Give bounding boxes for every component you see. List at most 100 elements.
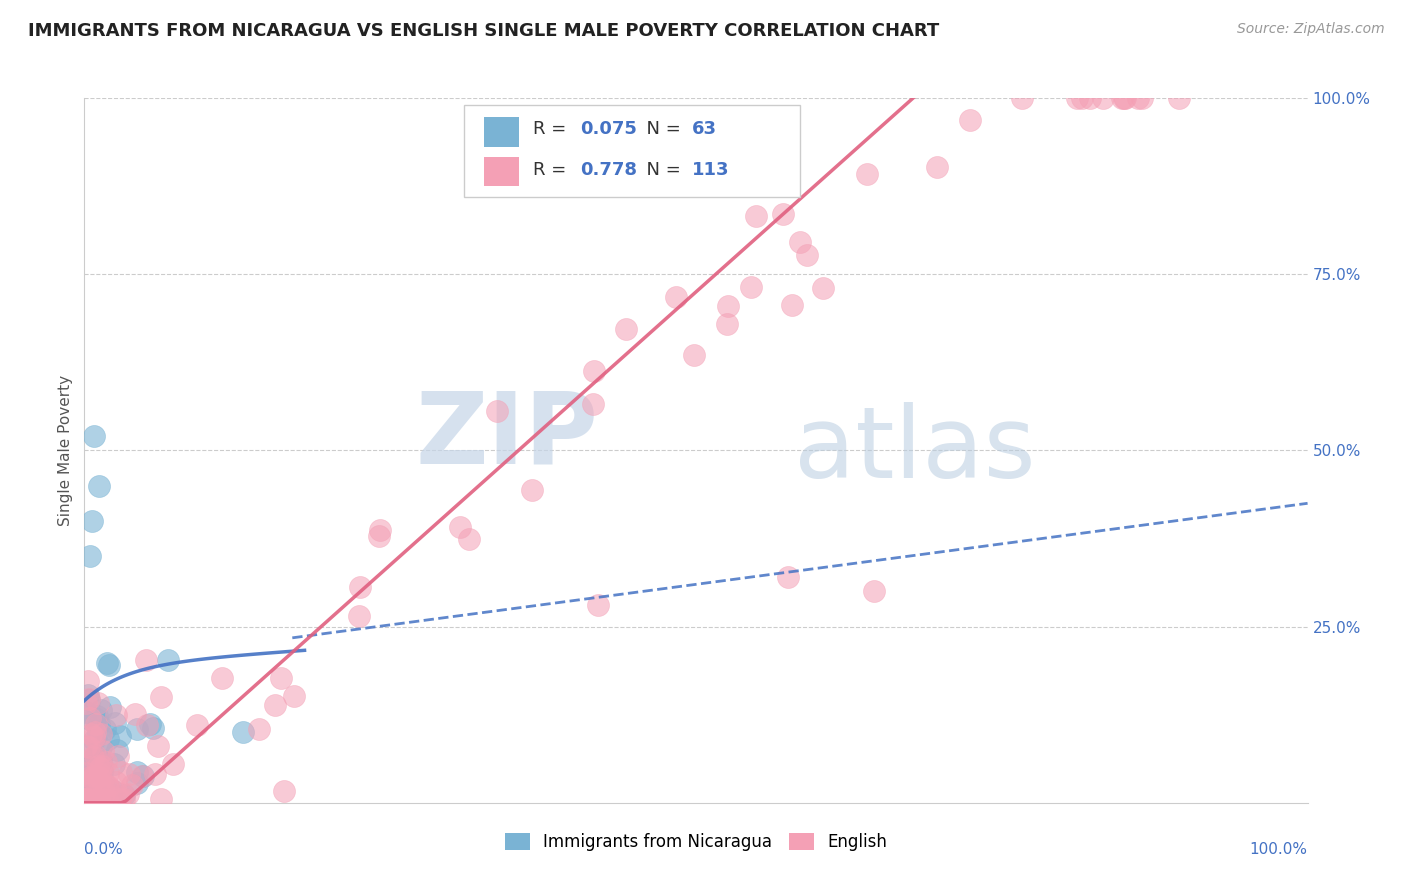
Point — [856, 167, 879, 181]
FancyBboxPatch shape — [484, 117, 519, 147]
Point — [75, 792, 97, 806]
Point — [90, 765, 112, 780]
Point — [162, 757, 184, 772]
Point — [112, 788, 135, 802]
Point — [89, 770, 111, 784]
Point — [104, 716, 127, 731]
Point — [132, 769, 155, 783]
Point — [1126, 91, 1149, 105]
Point — [77, 692, 100, 706]
Point — [270, 671, 292, 685]
Text: IMMIGRANTS FROM NICARAGUA VS ENGLISH SINGLE MALE POVERTY CORRELATION CHART: IMMIGRANTS FROM NICARAGUA VS ENGLISH SIN… — [28, 22, 939, 40]
FancyBboxPatch shape — [484, 157, 519, 186]
Point — [84, 724, 107, 739]
Point — [94, 792, 117, 806]
Point — [925, 160, 948, 174]
Point — [87, 478, 110, 492]
Point — [86, 792, 108, 806]
Point — [112, 792, 135, 806]
Point — [83, 733, 105, 747]
Point — [283, 690, 305, 704]
Point — [1066, 91, 1088, 105]
Point — [211, 671, 233, 685]
Point — [1114, 91, 1136, 105]
Point — [1111, 91, 1133, 105]
Point — [232, 725, 254, 739]
Point — [87, 696, 110, 710]
Point — [1114, 91, 1136, 105]
Point — [82, 749, 104, 764]
Text: ZIP: ZIP — [415, 388, 598, 485]
Point — [76, 792, 98, 806]
Point — [125, 765, 148, 780]
Point — [84, 716, 107, 731]
Point — [124, 707, 146, 722]
Point — [103, 757, 125, 772]
Point — [139, 717, 162, 731]
Point — [79, 759, 101, 773]
Point — [83, 769, 105, 783]
Point — [121, 778, 143, 792]
Text: 100.0%: 100.0% — [1250, 841, 1308, 856]
Text: R =: R = — [533, 120, 572, 138]
Point — [148, 739, 170, 754]
Point — [83, 750, 105, 764]
Text: 0.778: 0.778 — [579, 161, 637, 178]
Point — [86, 709, 108, 723]
Point — [87, 758, 110, 772]
Point — [80, 713, 103, 727]
Point — [87, 774, 110, 789]
Point — [97, 766, 120, 780]
Point — [80, 789, 103, 803]
Text: R =: R = — [533, 161, 572, 178]
Point — [105, 743, 128, 757]
Point — [75, 792, 97, 806]
Point — [90, 789, 112, 803]
Point — [616, 322, 638, 336]
Point — [186, 717, 208, 731]
Point — [75, 766, 97, 780]
Point — [959, 112, 981, 127]
Point — [135, 653, 157, 667]
Point — [82, 792, 104, 806]
Point — [1130, 91, 1153, 105]
Point — [107, 749, 129, 764]
Point — [150, 792, 173, 806]
Point — [89, 764, 111, 779]
Point — [96, 656, 118, 670]
Point — [79, 693, 101, 707]
Point — [87, 792, 110, 806]
Point — [96, 779, 118, 793]
Text: 63: 63 — [692, 120, 717, 138]
Y-axis label: Single Male Poverty: Single Male Poverty — [58, 375, 73, 526]
Point — [75, 792, 97, 806]
Point — [117, 787, 139, 801]
Point — [96, 792, 118, 806]
Point — [79, 778, 101, 792]
Point — [110, 764, 132, 779]
Point — [745, 209, 768, 223]
Point — [75, 742, 97, 756]
Text: 113: 113 — [692, 161, 730, 178]
Point — [90, 703, 112, 717]
Point — [89, 762, 111, 776]
Point — [90, 740, 112, 755]
Point — [683, 348, 706, 362]
Point — [86, 791, 108, 805]
Point — [247, 722, 270, 736]
Point — [582, 397, 605, 411]
Point — [91, 792, 114, 806]
Point — [77, 739, 100, 754]
Point — [740, 280, 762, 294]
Point — [103, 784, 125, 798]
Point — [80, 727, 103, 741]
Point — [76, 688, 98, 702]
Point — [368, 529, 391, 543]
Point — [127, 776, 149, 790]
Point — [76, 792, 98, 806]
Point — [1071, 91, 1094, 105]
Point — [77, 673, 100, 688]
Point — [84, 763, 107, 777]
Point — [586, 599, 609, 613]
Point — [108, 729, 131, 743]
